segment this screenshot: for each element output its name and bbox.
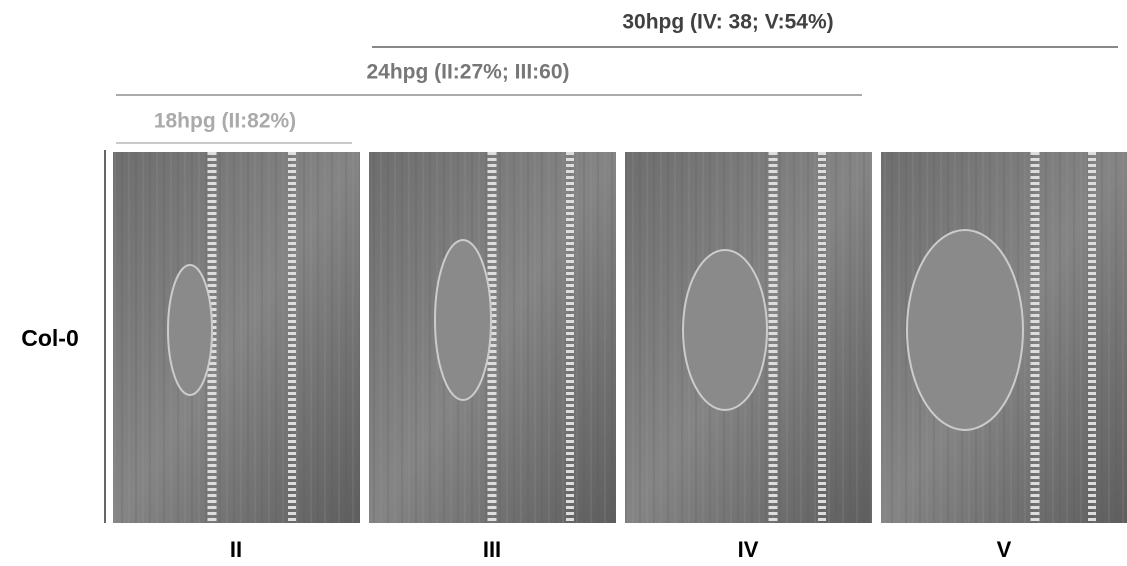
timepoint-label: 24hpg (II:27%; III:60) — [366, 61, 569, 84]
micrograph — [881, 152, 1127, 523]
timepoint-label: 18hpg (II:82%) — [154, 110, 296, 133]
micrograph — [113, 152, 360, 523]
stage-label: V — [997, 537, 1012, 562]
timepoint-label: 30hpg (IV: 38; V:54%) — [622, 11, 833, 34]
micrograph — [625, 152, 872, 523]
stage-label: III — [483, 537, 501, 562]
stage-label: IV — [738, 537, 759, 562]
micrograph — [369, 152, 616, 523]
row-label: Col-0 — [21, 325, 79, 351]
stage-label: II — [230, 537, 242, 562]
